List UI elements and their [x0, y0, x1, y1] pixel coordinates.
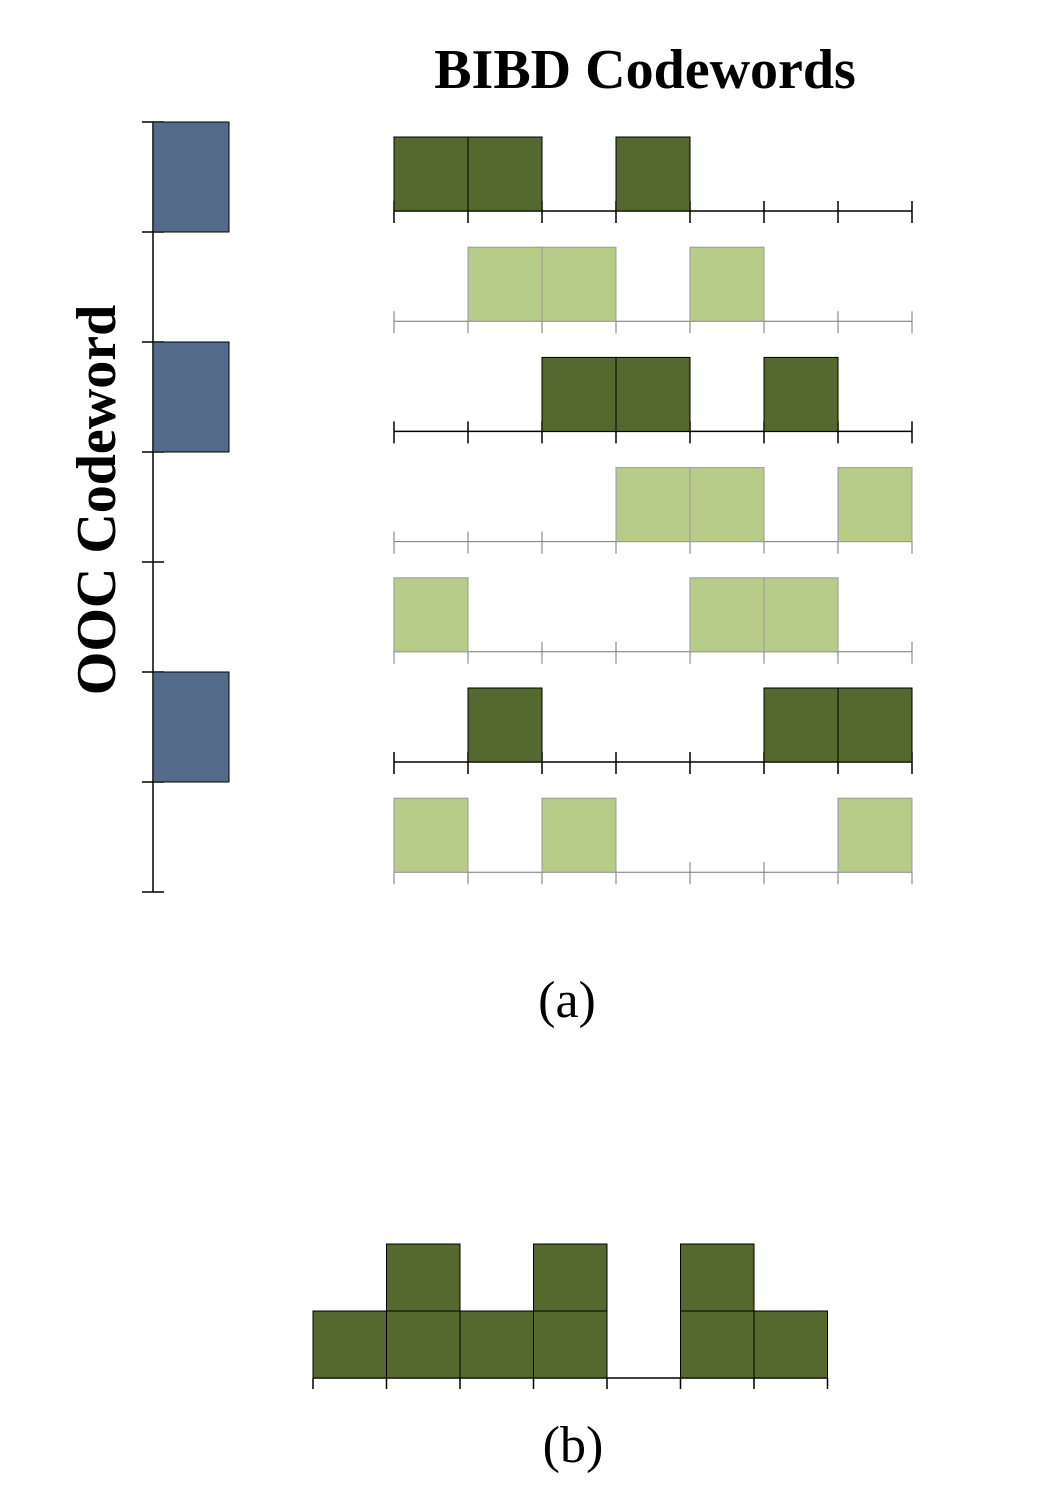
sum-chip — [533, 1243, 608, 1312]
sum-stack — [459, 1310, 534, 1379]
sum-chip — [680, 1243, 755, 1312]
chip — [467, 246, 543, 322]
chip — [393, 577, 469, 653]
chip — [837, 467, 913, 543]
title: BIBD Codewords — [434, 39, 856, 101]
ooc-chip — [152, 341, 230, 453]
sum-chip — [459, 1310, 534, 1379]
chip — [689, 577, 765, 653]
chip — [837, 797, 913, 873]
caption-a: (a) — [538, 972, 596, 1029]
chip — [763, 577, 839, 653]
chip — [541, 356, 617, 432]
sum-chip — [533, 1310, 608, 1379]
chip — [763, 687, 839, 763]
chip — [467, 687, 543, 763]
sum-chip — [312, 1310, 387, 1379]
sum-stack — [533, 1243, 608, 1379]
chip — [541, 797, 617, 873]
sum-stack — [312, 1310, 387, 1379]
chip — [615, 356, 691, 432]
chip — [393, 797, 469, 873]
sum-stack — [753, 1310, 828, 1379]
sum-stack — [386, 1243, 461, 1379]
caption-b: (b) — [543, 1417, 604, 1474]
chip — [689, 467, 765, 543]
sum-chip — [753, 1310, 828, 1379]
chip — [763, 356, 839, 432]
ooc-chip — [152, 671, 230, 783]
chip — [615, 136, 691, 212]
sum-chip — [386, 1243, 461, 1312]
sum-chip — [386, 1310, 461, 1379]
chip — [615, 467, 691, 543]
chip — [689, 246, 765, 322]
sum-chip — [680, 1310, 755, 1379]
chip — [837, 687, 913, 763]
sum-stack — [680, 1243, 755, 1379]
chip — [467, 136, 543, 212]
chip — [393, 136, 469, 212]
ooc-label: OOC Codeword — [66, 305, 128, 695]
chip — [541, 246, 617, 322]
ooc-chip — [152, 121, 230, 233]
